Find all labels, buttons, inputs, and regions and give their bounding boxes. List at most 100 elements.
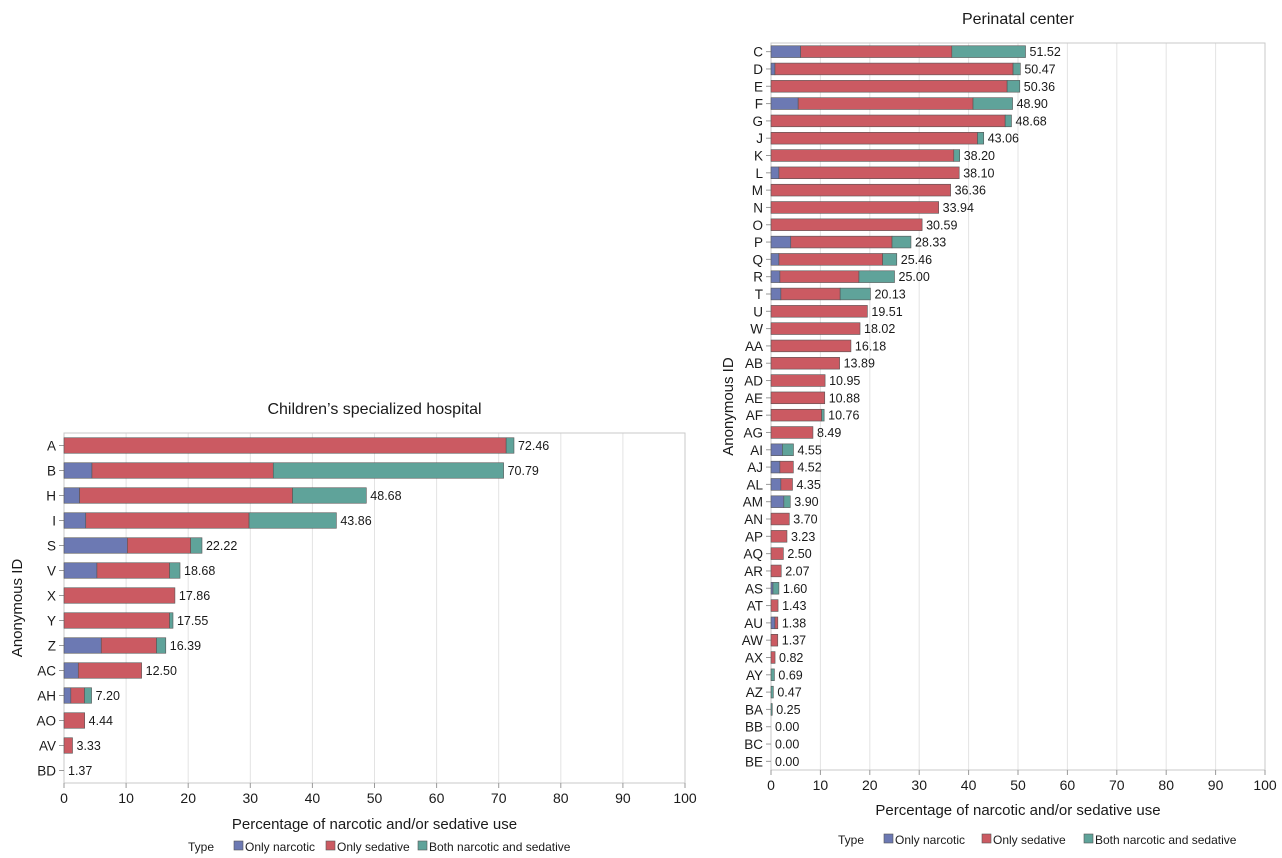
category-label-ap: AP xyxy=(745,529,763,544)
value-label-x: 17.86 xyxy=(179,589,210,603)
bar-h-only-sedative xyxy=(79,487,293,504)
x-tick-label-50: 50 xyxy=(1010,777,1026,793)
bar-r-only-sedative xyxy=(779,270,860,283)
value-label-bb: 0.00 xyxy=(775,720,799,734)
bar-af-only-sedative xyxy=(770,408,822,422)
bar-y-only-sedative xyxy=(63,612,170,629)
legend-item-only-narcotic: Only narcotic xyxy=(895,833,965,847)
x-tick-label-60: 60 xyxy=(429,790,445,806)
x-tick-label-100: 100 xyxy=(1253,777,1277,793)
bar-d-only-sedative xyxy=(774,62,1014,76)
x-axis-label: Percentage of narcotic and/or sedative u… xyxy=(232,816,517,833)
value-label-at: 1.43 xyxy=(782,599,806,613)
category-label-au: AU xyxy=(744,616,763,631)
value-label-ar: 2.07 xyxy=(785,564,809,578)
bar-af-both-narcotic-and-sedative xyxy=(821,408,825,422)
category-label-ah: AH xyxy=(37,689,56,704)
bar-i-both-narcotic-and-sedative xyxy=(248,512,337,529)
category-label-p: P xyxy=(754,235,763,250)
bar-ac-only-narcotic xyxy=(63,662,79,679)
x-tick-label-10: 10 xyxy=(813,777,829,793)
bar-t-only-sedative xyxy=(780,287,841,301)
bar-b-only-narcotic xyxy=(63,462,93,479)
bar-q-only-sedative xyxy=(778,253,883,266)
x-tick-label-10: 10 xyxy=(118,790,134,806)
category-label-bd: BD xyxy=(37,764,56,779)
legend-swatch-only-narcotic xyxy=(883,833,894,844)
category-label-ag: AG xyxy=(743,425,763,440)
y-axis-label: Anonymous ID xyxy=(720,357,737,456)
bar-p-only-sedative xyxy=(790,235,893,249)
legend-swatch-both-narcotic-and-sedative xyxy=(1083,833,1094,844)
value-label-ab: 13.89 xyxy=(844,357,875,371)
value-label-o: 30.59 xyxy=(926,218,957,232)
category-label-am: AM xyxy=(743,495,763,510)
category-label-aw: AW xyxy=(742,633,764,648)
category-label-v: V xyxy=(47,564,56,579)
bar-al-only-narcotic xyxy=(770,478,782,491)
category-label-an: AN xyxy=(744,512,763,527)
category-label-d: D xyxy=(753,62,763,77)
value-label-w: 18.02 xyxy=(864,322,895,336)
bar-aj-only-sedative xyxy=(779,460,794,474)
bar-az-both-narcotic-and-sedative xyxy=(770,685,774,699)
bar-a-only-sedative xyxy=(63,437,507,454)
bar-i-only-narcotic xyxy=(63,512,87,529)
bar-c-only-narcotic xyxy=(770,45,801,58)
category-label-bb: BB xyxy=(745,720,763,735)
category-label-ao: AO xyxy=(36,714,56,729)
bar-u-only-sedative xyxy=(770,305,868,318)
bar-z-both-narcotic-and-sedative xyxy=(156,637,167,654)
category-label-as: AS xyxy=(745,581,763,596)
legend-title: Type xyxy=(838,833,864,847)
legend-item-both-narcotic-and-sedative: Both narcotic and sedative xyxy=(429,840,571,854)
value-label-ac: 12.50 xyxy=(146,664,177,678)
category-label-r: R xyxy=(753,270,763,285)
category-label-t: T xyxy=(755,287,763,302)
category-label-h: H xyxy=(46,489,56,504)
chart-title: Children’s specialized hospital xyxy=(267,401,481,418)
legend-swatch-both-narcotic-and-sedative xyxy=(417,840,428,851)
value-label-an: 3.70 xyxy=(793,513,817,527)
bar-x-only-sedative xyxy=(63,587,176,604)
category-label-x: X xyxy=(47,589,56,604)
value-label-be: 0.00 xyxy=(775,755,799,769)
category-label-at: AT xyxy=(747,599,763,614)
category-label-ba: BA xyxy=(745,702,763,717)
bar-z-only-narcotic xyxy=(63,637,102,654)
bar-k-only-sedative xyxy=(770,149,955,162)
bar-p-only-narcotic xyxy=(770,235,792,249)
bar-m-only-sedative xyxy=(770,183,951,197)
bar-v-both-narcotic-and-sedative xyxy=(169,562,181,579)
category-label-bc: BC xyxy=(744,737,763,752)
bar-q-only-narcotic xyxy=(770,253,780,266)
bar-i-only-sedative xyxy=(85,512,250,529)
bar-v-only-narcotic xyxy=(63,562,98,579)
value-label-f: 48.90 xyxy=(1017,97,1048,111)
value-label-ah: 7.20 xyxy=(96,689,120,703)
bar-am-both-narcotic-and-sedative xyxy=(783,495,791,508)
x-tick-label-0: 0 xyxy=(767,777,775,793)
bar-ao-only-sedative xyxy=(63,712,85,729)
bar-ba-both-narcotic-and-sedative xyxy=(770,703,773,716)
bar-z-only-sedative xyxy=(100,637,157,654)
bar-r-only-narcotic xyxy=(770,270,781,283)
children-hospital-chart: Children’s specialized hospital 0 10 20 30 40… xyxy=(9,401,697,854)
value-label-ap: 3.23 xyxy=(791,530,815,544)
x-tick-label-70: 70 xyxy=(1109,777,1125,793)
value-label-m: 36.36 xyxy=(955,184,986,198)
value-label-ad: 10.95 xyxy=(829,374,860,388)
bar-l-only-narcotic xyxy=(770,166,780,180)
value-label-ao: 4.44 xyxy=(89,714,113,728)
category-label-u: U xyxy=(753,304,763,319)
legend-title: Type xyxy=(188,840,214,854)
bar-au-only-narcotic xyxy=(770,616,776,630)
x-tick-label-20: 20 xyxy=(180,790,196,806)
category-label-w: W xyxy=(750,322,763,337)
value-label-u: 19.51 xyxy=(871,305,902,319)
value-label-ay: 0.69 xyxy=(778,668,802,682)
bar-f-only-narcotic xyxy=(770,97,799,110)
bar-t-both-narcotic-and-sedative xyxy=(839,287,871,301)
category-label-aq: AQ xyxy=(743,547,763,562)
value-label-e: 50.36 xyxy=(1024,80,1055,94)
